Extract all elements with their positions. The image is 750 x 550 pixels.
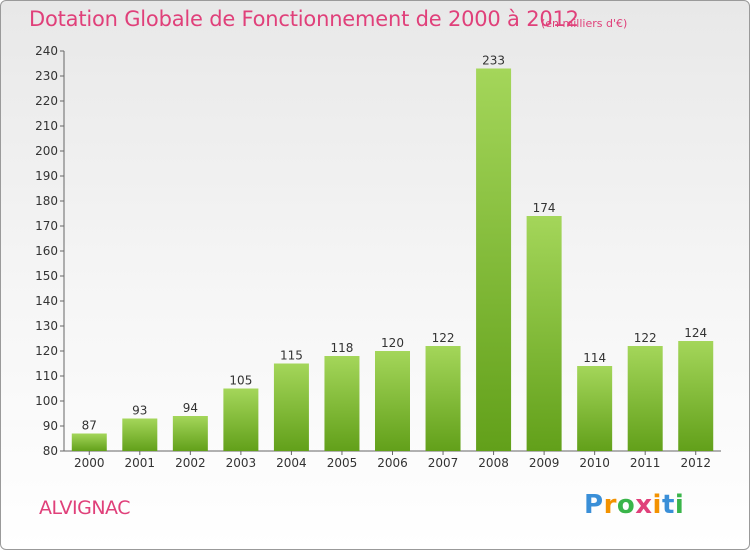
data-label: 122 (634, 331, 657, 345)
bar (577, 366, 613, 451)
bars (71, 68, 714, 451)
bar (273, 363, 309, 451)
data-label: 94 (183, 401, 198, 415)
x-tick-label: 2012 (680, 456, 711, 470)
y-tick-label: 110 (35, 369, 58, 383)
chart-title: Dotation Globale de Fonctionnement de 20… (29, 7, 579, 31)
logo-letter: P (584, 490, 604, 520)
x-tick-label: 2001 (125, 456, 156, 470)
logo-letter: o (616, 490, 636, 520)
x-tick-label: 2009 (529, 456, 560, 470)
bar (223, 388, 259, 451)
data-label: 93 (132, 404, 147, 418)
x-tick-label: 2011 (630, 456, 661, 470)
y-tick-label: 130 (35, 319, 58, 333)
x-tick-label: 2010 (579, 456, 610, 470)
x-tick-label: 2003 (226, 456, 257, 470)
y-tick-label: 90 (43, 419, 58, 433)
bar (627, 346, 663, 451)
x-tick-label: 2000 (74, 456, 105, 470)
data-label: 233 (482, 54, 505, 68)
y-tick-label: 210 (35, 119, 58, 133)
bar (324, 356, 360, 451)
logo-letter: r (603, 490, 617, 520)
y-tick-label: 120 (35, 344, 58, 358)
y-tick-label: 100 (35, 394, 58, 408)
data-label: 122 (432, 331, 455, 345)
proxiti-logo: Proxiti (584, 490, 684, 520)
x-tick-label: 2007 (428, 456, 459, 470)
data-label: 174 (533, 201, 556, 215)
x-tick-label: 2005 (327, 456, 358, 470)
axes: 8090100110120130140150160170180190200210… (35, 44, 721, 470)
y-tick-label: 230 (35, 69, 58, 83)
y-tick-label: 180 (35, 194, 58, 208)
x-tick-label: 2002 (175, 456, 206, 470)
y-tick-label: 220 (35, 94, 58, 108)
data-label: 124 (684, 326, 707, 340)
data-label: 115 (280, 349, 303, 363)
y-tick-label: 150 (35, 269, 58, 283)
y-tick-label: 80 (43, 444, 58, 458)
bar (425, 346, 461, 451)
y-tick-label: 140 (35, 294, 58, 308)
data-label: 118 (331, 341, 354, 355)
logo-letter: x (635, 490, 653, 520)
x-tick-label: 2004 (276, 456, 307, 470)
data-label: 105 (229, 374, 252, 388)
data-label: 114 (583, 351, 606, 365)
x-tick-label: 2008 (478, 456, 509, 470)
data-label: 120 (381, 336, 404, 350)
bar (375, 351, 410, 451)
logo-letter: t (661, 490, 675, 520)
x-tick-label: 2006 (377, 456, 408, 470)
y-tick-label: 240 (35, 44, 58, 58)
bar (122, 418, 158, 451)
value-labels: 87 93 94 105 115 118 120 122 233 174 114 122 124 (82, 54, 708, 433)
bar (476, 68, 512, 451)
y-tick-label: 200 (35, 144, 58, 158)
y-tick-label: 170 (35, 219, 58, 233)
bar (678, 341, 714, 451)
bar (71, 433, 107, 451)
data-label: 87 (82, 419, 97, 433)
bar (172, 416, 208, 451)
y-tick-label: 190 (35, 169, 58, 183)
y-tick-label: 160 (35, 244, 58, 258)
chart-subtitle: (en milliers d'€) (541, 17, 628, 30)
bar (526, 216, 562, 451)
commune-name: ALVIGNAC (39, 497, 130, 519)
logo-letter: i (652, 490, 662, 520)
logo-letter: i (674, 490, 685, 520)
